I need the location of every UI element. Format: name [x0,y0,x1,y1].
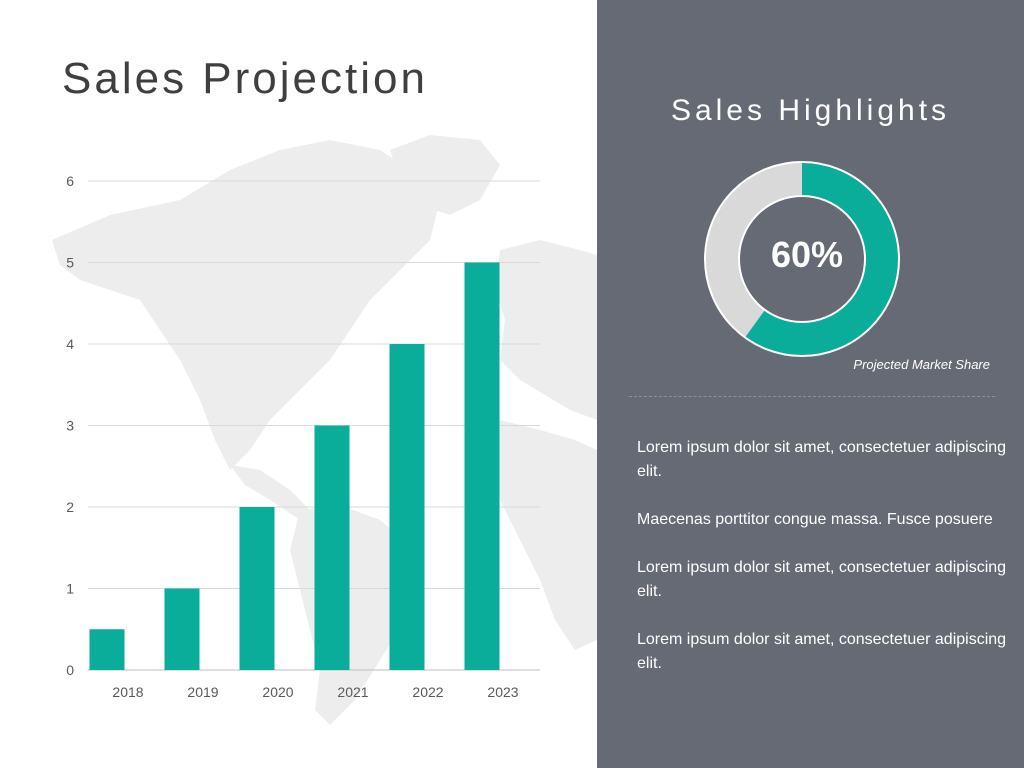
donut-outline-inner [738,195,866,323]
highlight-paragraphs: Lorem ipsum dolor sit amet, consectetuer… [637,436,1009,700]
y-tick-label: 6 [66,173,74,189]
left-panel: Sales Projection 0 1 2 3 4 5 6 2018 2019 2020 2021… [52,54,597,725]
bar-2019 [164,588,200,670]
highlights-panel: Sales Highlights 60% Projected Market Sh… [597,0,1024,768]
bar-2023 [464,262,500,670]
y-tick-label: 4 [66,336,74,352]
x-tick-label: 2021 [337,684,368,700]
bar-2020 [239,507,275,670]
bar-chart: 0 1 2 3 4 5 6 2018 2019 2020 2021 2022 2023 [66,173,540,700]
y-tick-label: 3 [66,418,74,434]
market-share-donut [704,161,900,357]
x-tick-label: 2019 [187,684,218,700]
x-tick-label: 2020 [262,684,293,700]
paragraph-3: Lorem ipsum dolor sit amet, consectetuer… [637,559,1007,600]
x-tick-label: 2018 [112,684,143,700]
bar-2018 [89,629,125,670]
y-tick-label: 1 [66,581,74,597]
divider [629,396,995,397]
y-tick-label: 2 [66,499,74,515]
highlights-title: Sales Highlights [670,94,951,127]
bar-2021 [314,425,350,670]
donut-share-arc [745,162,899,356]
x-tick-label: 2023 [487,684,518,700]
paragraph-1: Lorem ipsum dolor sit amet, consectetuer… [637,439,1007,480]
y-tick-label: 0 [66,662,74,678]
donut-outline-outer [704,161,900,357]
paragraph-2: Maecenas porttitor congue massa. Fusce p… [637,511,993,528]
donut-caption: Projected Market Share [853,357,990,372]
paragraph-4: Lorem ipsum dolor sit amet, consectetuer… [637,631,1007,672]
y-tick-label: 5 [66,255,74,271]
x-tick-label: 2022 [412,684,443,700]
bar-2022 [389,344,425,670]
donut-percent-label: 60% [770,234,844,275]
slide-title: Sales Projection [62,54,428,103]
